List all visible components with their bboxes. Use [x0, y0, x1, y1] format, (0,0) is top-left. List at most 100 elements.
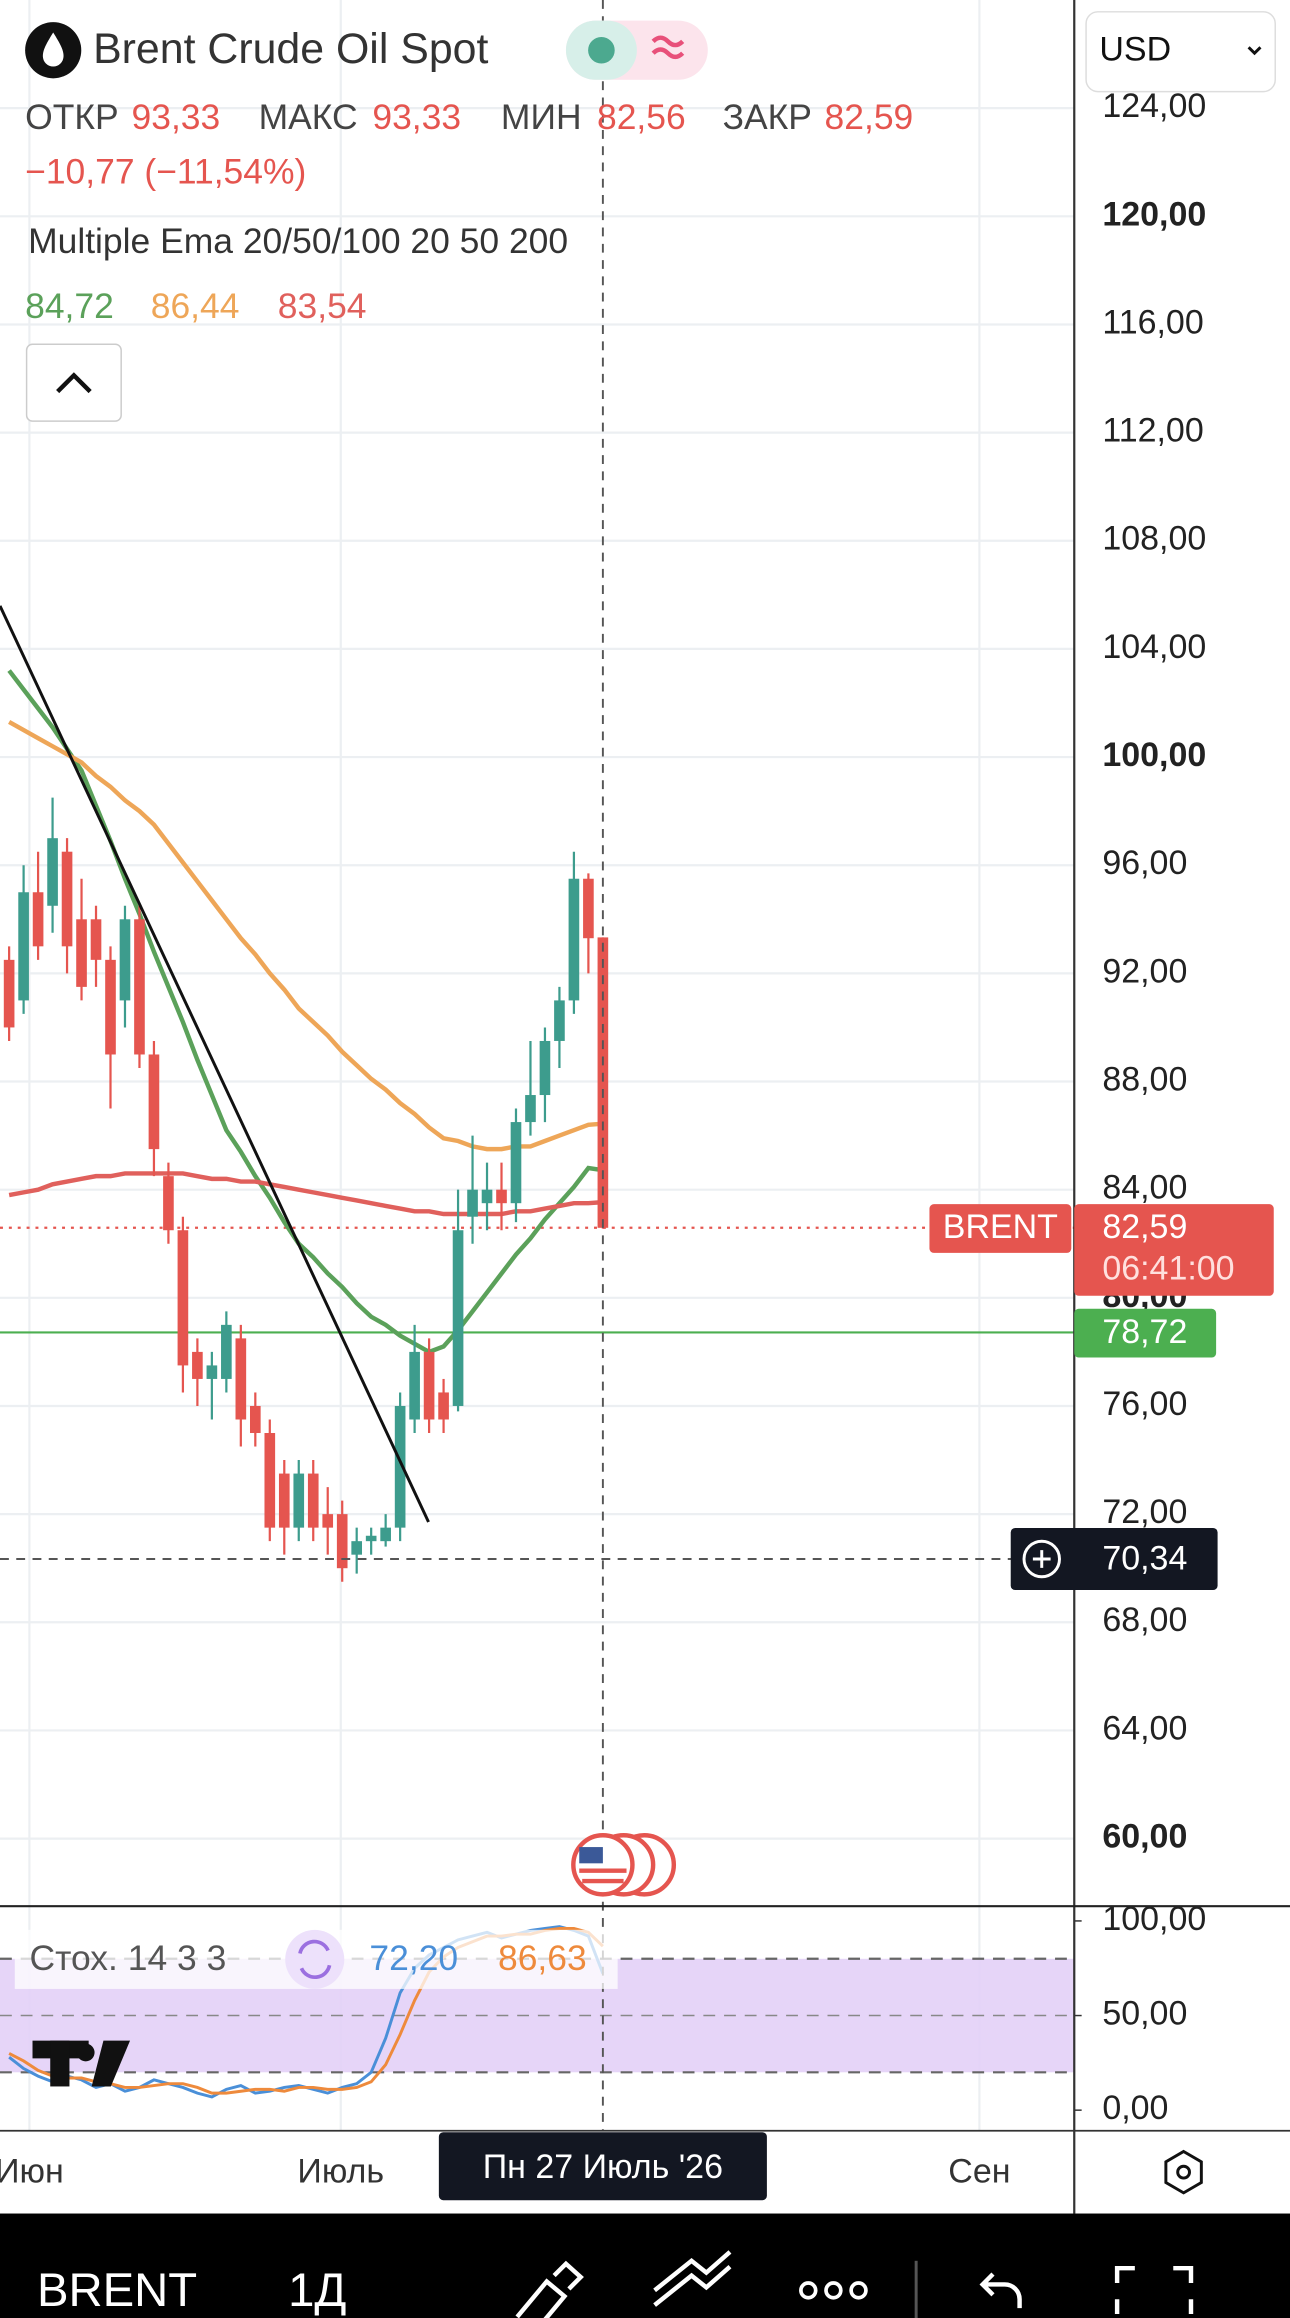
candle-body — [163, 1176, 174, 1231]
candle-body — [177, 1230, 189, 1366]
y-tick-label: 112,00 — [1102, 412, 1203, 450]
dot — [799, 2281, 818, 2300]
currency-selector[interactable] — [1085, 11, 1276, 93]
ohlc-value: 93,33 — [132, 97, 221, 137]
flag-canton — [579, 1847, 603, 1864]
candle-body — [380, 1527, 391, 1542]
delay-icon — [651, 35, 685, 60]
price-badge-bg — [1074, 1204, 1274, 1296]
event-icons[interactable] — [571, 1833, 677, 1897]
y-tick-label: 96,00 — [1102, 844, 1187, 882]
event-icon[interactable] — [571, 1833, 635, 1897]
stoch-value: 86,63 — [498, 1938, 587, 1978]
symbol-logo-drop — [42, 32, 64, 67]
candle-body — [322, 1514, 334, 1528]
y-tick-label: 0,00 — [1102, 2089, 1168, 2127]
candle-body — [119, 919, 131, 1001]
candle-body — [3, 959, 15, 1028]
time-axis: Июн Июль Сен Пн 27 Июль '26 — [0, 2132, 1010, 2201]
candle-body — [235, 1338, 247, 1420]
y-tick-label: 76,00 — [1102, 1385, 1187, 1423]
ohlc-label: ОТКР — [25, 97, 119, 137]
stoch-title: Стох. 14 3 3 — [30, 1938, 227, 1978]
candle-body — [192, 1351, 203, 1379]
candle-body — [134, 919, 145, 1055]
logo-part — [76, 2043, 95, 2062]
candle-body — [467, 1189, 478, 1217]
candle-body — [409, 1351, 420, 1420]
toolbar-interval[interactable]: 1Д — [288, 2264, 346, 2317]
y-tick-label: 92,00 — [1102, 952, 1187, 990]
toolbar — [0, 2213, 1290, 2318]
collapse-button[interactable] — [25, 343, 122, 422]
candle-body — [18, 892, 29, 1001]
add-alert-icon — [1022, 1539, 1061, 1579]
candle-body — [249, 1405, 261, 1434]
more-button[interactable] — [799, 2281, 868, 2300]
crosshair-layer — [0, 0, 1075, 2131]
price-badge-label: 78,72 — [1102, 1313, 1187, 1351]
countdown-label: 06:41:00 — [1102, 1250, 1234, 1288]
candle-body — [365, 1535, 377, 1542]
undo-icon[interactable] — [979, 2272, 1022, 2309]
symbol-tag-bg — [929, 1204, 1072, 1253]
price-change: −10,77 (−11,54%) — [25, 152, 306, 192]
dot — [849, 2281, 868, 2300]
y-tick-label: 100,00 — [1102, 736, 1206, 774]
header: Brent Crude Oil Spot ОТКР 93,33 МАКС 93,… — [25, 20, 913, 422]
ohlc-label: МИН — [501, 97, 582, 137]
dot — [824, 2281, 843, 2300]
y-tick-label: 104,00 — [1102, 628, 1206, 666]
candle-body — [481, 1189, 493, 1204]
y-tick-label: 72,00 — [1102, 1493, 1187, 1531]
fullscreen-icon[interactable] — [1114, 2265, 1194, 2315]
candle-body — [351, 1541, 363, 1555]
candle-body — [568, 878, 580, 1001]
logo-part — [91, 2040, 131, 2087]
stoch-value: 72,20 — [369, 1938, 458, 1978]
chevron-up-icon — [56, 372, 92, 394]
draw-tool-icon[interactable] — [515, 2260, 584, 2318]
x-tick-label: Июн — [0, 2153, 64, 2191]
toolbar-symbol[interactable]: BRENT — [37, 2264, 197, 2317]
indicator-value: 83,54 — [278, 286, 367, 326]
y-tick-label: 60,00 — [1102, 1818, 1187, 1856]
y-tick-label: 84,00 — [1102, 1169, 1187, 1207]
candle-body — [61, 851, 73, 947]
stoch-settings-button[interactable] — [285, 1929, 345, 1989]
candle-body — [90, 919, 102, 960]
trend-line — [0, 605, 430, 1523]
candle-body — [597, 937, 609, 1228]
candle-body — [148, 1054, 160, 1150]
lines-tool-icon[interactable] — [653, 2250, 732, 2307]
ohlc-value: 93,33 — [372, 97, 461, 137]
indicator-value: 86,44 — [151, 286, 240, 326]
dropdown-icon — [1247, 46, 1262, 56]
y-tick-label: 100,00 — [1102, 1900, 1206, 1938]
y-tick-label: 88,00 — [1102, 1060, 1187, 1098]
symbol-title: Brent Crude Oil Spot — [93, 25, 488, 73]
candle-body — [510, 1122, 522, 1204]
tv-logo — [32, 2040, 131, 2087]
candle-body — [206, 1365, 218, 1379]
y-tick-label: 116,00 — [1102, 303, 1203, 341]
candle-body — [452, 1230, 464, 1406]
refresh-icon — [298, 1939, 332, 1979]
candle-body — [32, 892, 44, 947]
y-tick-label: 124,00 — [1102, 87, 1206, 125]
symbol-tag: BRENT — [943, 1208, 1058, 1246]
crosshair-price-bg — [1010, 1527, 1218, 1591]
grid-layer — [0, 0, 1075, 2131]
candle-body — [394, 1405, 406, 1528]
y-tick-label: 68,00 — [1102, 1601, 1187, 1639]
candle-body — [554, 1000, 565, 1041]
y-tick-label: 50,00 — [1102, 1995, 1187, 2033]
x-tick-label: Июль — [297, 2153, 384, 2191]
candle-body — [336, 1514, 348, 1569]
crosshair-price-label: 70,34 — [1102, 1539, 1187, 1577]
chart-settings-icon[interactable] — [1164, 2149, 1203, 2195]
ema-line — [8, 1171, 604, 1217]
